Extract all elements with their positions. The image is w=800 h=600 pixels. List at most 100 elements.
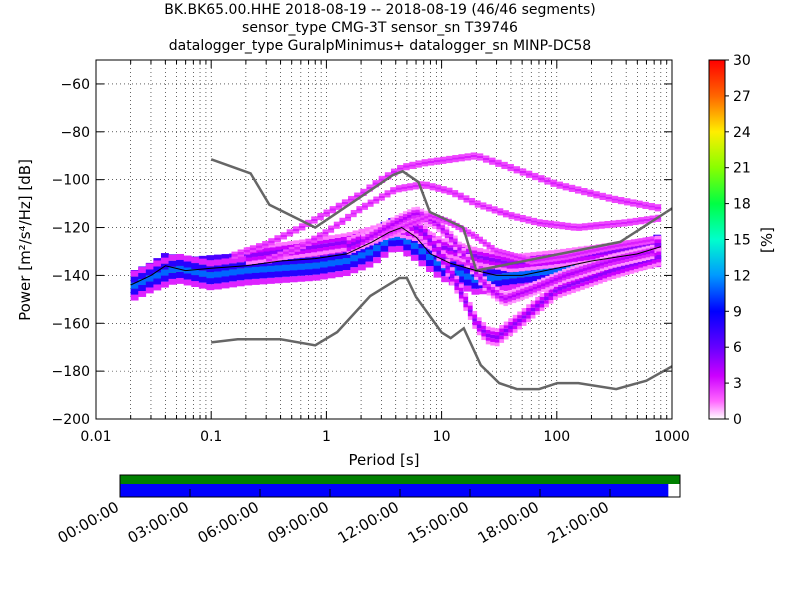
heatmap-cell bbox=[370, 225, 377, 229]
heatmap-cell bbox=[536, 251, 543, 256]
heatmap-cell bbox=[274, 259, 283, 266]
heatmap-cell bbox=[323, 214, 330, 217]
heatmap-cell bbox=[560, 263, 567, 267]
heatmap-cell bbox=[595, 250, 600, 254]
heatmap-cell bbox=[624, 267, 630, 272]
heatmap-cell bbox=[320, 267, 328, 274]
heatmap-cell bbox=[365, 239, 370, 243]
heatmap-cell bbox=[342, 270, 351, 277]
heatmap-cell bbox=[431, 244, 437, 249]
heatmap-cell bbox=[554, 260, 561, 264]
heatmap-cell bbox=[458, 298, 464, 303]
heatmap-cell bbox=[520, 288, 525, 292]
heatmap-cell bbox=[495, 295, 500, 299]
heatmap-cell bbox=[257, 256, 264, 260]
heatmap-cell bbox=[407, 217, 412, 221]
heatmap-cell bbox=[403, 250, 412, 257]
heatmap-cell bbox=[472, 310, 478, 315]
heatmap-cell bbox=[286, 229, 294, 232]
heatmap-cell bbox=[213, 259, 222, 266]
heatmap-cell bbox=[257, 248, 264, 253]
heatmap-cell bbox=[429, 183, 436, 186]
heatmap-cell bbox=[562, 274, 567, 278]
heatmap-cell bbox=[638, 267, 644, 272]
heatmap-cell bbox=[138, 290, 147, 297]
heatmap-cell bbox=[447, 250, 454, 255]
heatmap-cell bbox=[397, 164, 404, 168]
heatmap-cell bbox=[440, 225, 446, 228]
heatmap-cell bbox=[610, 220, 617, 223]
heatmap-cell bbox=[499, 328, 505, 333]
heatmap-cell bbox=[418, 225, 424, 229]
heatmap-cell bbox=[259, 266, 268, 273]
heatmap-cell bbox=[366, 184, 373, 187]
heatmap-cell bbox=[553, 289, 558, 293]
heatmap-cell bbox=[521, 311, 527, 316]
heatmap-cell bbox=[328, 242, 336, 246]
heatmap-cell bbox=[633, 261, 639, 266]
heatmap-cell bbox=[206, 255, 215, 261]
heatmap-cell bbox=[138, 284, 147, 291]
heatmap-cell bbox=[622, 245, 628, 249]
heatmap-cell bbox=[355, 243, 361, 248]
heatmap-cell bbox=[584, 250, 589, 254]
heatmap-cell bbox=[409, 161, 416, 165]
heatmap-cell bbox=[435, 239, 442, 244]
heatmap-cell bbox=[532, 175, 539, 178]
heatmap-cell bbox=[637, 247, 642, 251]
heatmap-cell bbox=[221, 270, 230, 277]
heatmap-cell bbox=[482, 157, 490, 161]
heatmap-cell bbox=[647, 264, 653, 269]
heatmap-cell bbox=[615, 244, 620, 247]
heatmap-cell bbox=[512, 264, 519, 269]
heatmap-cell bbox=[256, 247, 263, 251]
heatmap-cell bbox=[465, 262, 471, 266]
heatmap-cell bbox=[381, 237, 386, 240]
heatmap-cell bbox=[316, 232, 323, 235]
heatmap-cell bbox=[566, 276, 571, 279]
heatmap-cell bbox=[629, 260, 634, 264]
heatmap-cell bbox=[617, 199, 625, 202]
heatmap-cell bbox=[582, 270, 588, 274]
heatmap-cell bbox=[641, 255, 647, 259]
heatmap-cell bbox=[560, 259, 567, 264]
heatmap-cell bbox=[404, 224, 409, 227]
heatmap-cell bbox=[455, 225, 460, 228]
heatmap-cell bbox=[620, 272, 626, 277]
heatmap-cell bbox=[454, 282, 460, 287]
heatmap-cell bbox=[571, 258, 579, 262]
heatmap-cell bbox=[517, 254, 522, 257]
heatmap-cell bbox=[595, 254, 602, 259]
heatmap-cell bbox=[539, 300, 545, 304]
heatmap-cell bbox=[581, 225, 588, 228]
heatmap-cell bbox=[422, 225, 428, 229]
heatmap-cell bbox=[548, 296, 554, 301]
heatmap-cell bbox=[360, 231, 365, 235]
heatmap-cell bbox=[449, 274, 455, 278]
heatmap-cell bbox=[499, 332, 505, 336]
heatmap-cell bbox=[490, 327, 496, 332]
heatmap-cell bbox=[507, 290, 513, 294]
heatmap-cell bbox=[268, 240, 275, 243]
heatmap-cell bbox=[536, 282, 542, 286]
heatmap-cell bbox=[229, 275, 238, 282]
heatmap-cell bbox=[474, 274, 479, 277]
heatmap-cell bbox=[490, 289, 496, 293]
heatmap-cell bbox=[482, 285, 487, 288]
heatmap-cell bbox=[231, 251, 238, 254]
heatmap-cell bbox=[361, 236, 366, 240]
heatmap-cell bbox=[574, 191, 582, 194]
heatmap-cell bbox=[440, 161, 447, 164]
coverage-bar-blue bbox=[120, 484, 669, 497]
heatmap-cell bbox=[229, 281, 238, 288]
heatmap-cell bbox=[436, 229, 441, 233]
heatmap-cell bbox=[605, 196, 613, 200]
heatmap-cell bbox=[297, 257, 306, 264]
heatmap-cell bbox=[580, 251, 585, 255]
heatmap-cell bbox=[624, 256, 630, 260]
heatmap-cell bbox=[469, 259, 475, 263]
heatmap-cell bbox=[598, 223, 605, 227]
heatmap-cell bbox=[577, 246, 585, 251]
heatmap-cell bbox=[367, 204, 374, 207]
heatmap-cell bbox=[566, 273, 571, 277]
